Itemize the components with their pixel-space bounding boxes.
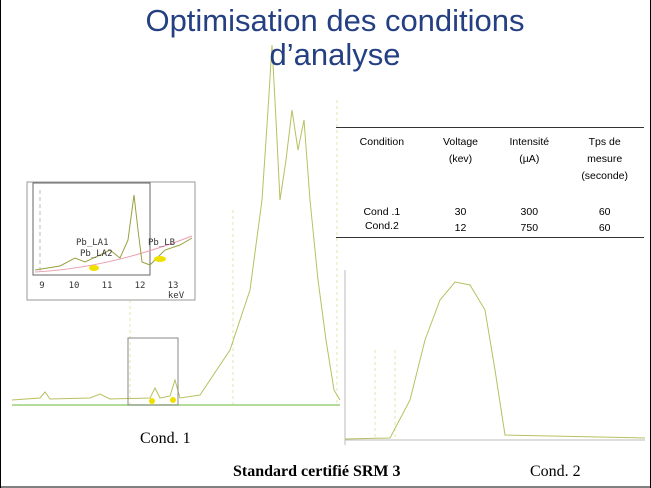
peak-fill xyxy=(154,256,166,262)
tick-label: 12 xyxy=(135,281,146,291)
cell: 30 xyxy=(428,205,494,219)
header-text: Condition xyxy=(347,134,417,151)
cell: 60 xyxy=(565,219,644,238)
tick-label: 11 xyxy=(102,281,113,291)
header-text: Voltage (kev) xyxy=(436,134,486,168)
header-text: Tps de mesure (seconde) xyxy=(575,134,635,185)
row: Cond .1 30 300 60 xyxy=(336,205,644,219)
peak-label: Pb_LA1 xyxy=(76,238,109,248)
peak-label: Pb_LB xyxy=(148,238,175,248)
peak-fill xyxy=(89,265,99,271)
spectrum xyxy=(345,282,645,439)
title: Optimisation des conditions d’analyse xyxy=(110,4,560,72)
tick-label: 9 xyxy=(39,281,44,291)
cell: 60 xyxy=(565,205,644,219)
header-cell: Tps de mesure (seconde) xyxy=(565,128,644,206)
header-cell: Voltage (kev) xyxy=(428,128,494,206)
cell: Cond.2 xyxy=(336,219,428,238)
header-row: Condition Voltage (kev) Intensité (µA) T… xyxy=(336,128,644,206)
table: Condition Voltage (kev) Intensité (µA) T… xyxy=(336,127,644,238)
peak-fill xyxy=(149,398,155,404)
header-cell: Condition xyxy=(336,128,428,206)
cell: 750 xyxy=(493,219,565,238)
cell: 300 xyxy=(493,205,565,219)
caption: Cond. 1 xyxy=(140,430,191,448)
tick-label: 10 xyxy=(69,281,80,291)
unit-label: keV xyxy=(168,291,185,301)
row: Cond.2 12 750 60 xyxy=(336,219,644,238)
peak-fill xyxy=(170,397,176,403)
slide: Pb_LA1 Pb_LA2 Pb_LB 9 10 11 12 13 keV Op… xyxy=(0,0,651,488)
tick-label: 13 xyxy=(168,281,179,291)
caption: Cond. 2 xyxy=(530,463,581,481)
cell: 12 xyxy=(428,219,494,238)
cell: Cond .1 xyxy=(336,205,428,219)
header-text: Intensité (µA) xyxy=(502,134,557,168)
header-cell: Intensité (µA) xyxy=(493,128,565,206)
figures: Pb_LA1 Pb_LA2 Pb_LB 9 10 11 12 13 keV xyxy=(0,0,651,488)
caption: Standard certifié SRM 3 xyxy=(233,463,401,481)
peak-label: Pb_LA2 xyxy=(80,249,113,259)
